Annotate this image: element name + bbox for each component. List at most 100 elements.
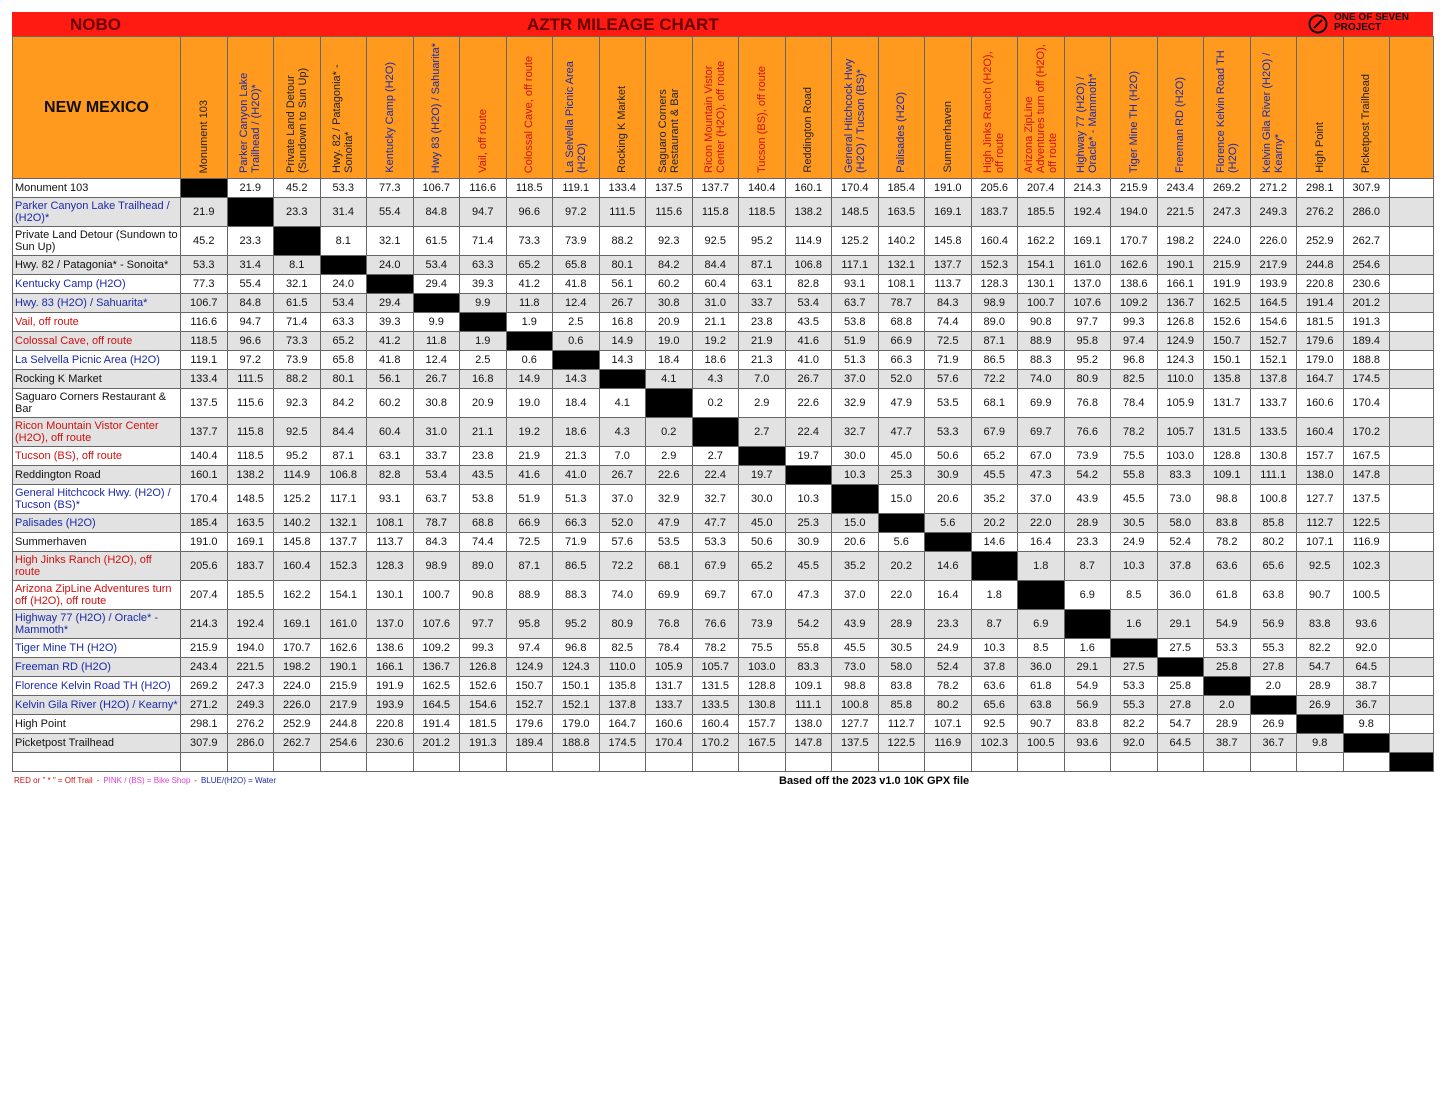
distance-cell: 53.4 (412, 465, 460, 485)
distance-cell: 189.4 (505, 733, 553, 753)
column-header: Kentucky Camp (H2O) (366, 36, 414, 179)
distance-cell: 45.2 (273, 178, 321, 198)
empty-cell (831, 752, 879, 772)
distance-cell: 4.3 (598, 417, 646, 447)
distance-cell: 51.9 (831, 331, 879, 351)
distance-cell: 37.0 (598, 484, 646, 514)
distance-cell: 132.1 (319, 513, 367, 533)
distance-cell: 87.1 (505, 551, 553, 581)
distance-cell: 150.1 (552, 676, 600, 696)
distance-cell: 21.3 (552, 446, 600, 466)
distance-cell: 4.3 (691, 369, 739, 389)
distance-cell: 140.2 (877, 226, 925, 256)
distance-cell: 73.9 (738, 609, 786, 639)
distance-cell: 41.2 (366, 331, 414, 351)
distance-cell: 95.2 (552, 609, 600, 639)
distance-cell: 111.5 (598, 197, 646, 227)
row-label: General Hitchcock Hwy. (H2O) / Tucson (B… (12, 484, 181, 514)
empty-cell (1389, 676, 1434, 696)
column-header: Highway 77 (H2O) / Oracle* - Mammoth* (1063, 36, 1111, 179)
sheet: NOBO AZTR MILEAGE CHART ONE OF SEVEN PRO… (12, 12, 1434, 796)
distance-cell: 63.3 (319, 312, 367, 332)
logo-line: ONE OF SEVEN (1333, 12, 1409, 23)
distance-cell: 6.9 (1017, 609, 1065, 639)
distance-cell: 83.3 (784, 657, 832, 677)
row-label: Kentucky Camp (H2O) (12, 274, 181, 294)
distance-cell: 74.0 (1017, 369, 1065, 389)
empty-cell (1342, 752, 1390, 772)
distance-cell: 183.7 (226, 551, 274, 581)
distance-cell: 60.2 (366, 388, 414, 418)
distance-cell: 116.6 (459, 178, 507, 198)
row: Kentucky Camp (H2O) 77.3 55.4 32.1 24.0 29.4 3… (12, 274, 1434, 294)
distance-cell: 5.6 (924, 513, 972, 533)
distance-cell: 14.3 (552, 369, 600, 389)
distance-cell: 102.3 (970, 733, 1018, 753)
distance-cell: 37.0 (831, 369, 879, 389)
row-label: Picketpost Trailhead (12, 733, 181, 753)
distance-cell: 119.1 (180, 350, 228, 370)
distance-cell: 262.7 (1342, 226, 1390, 256)
distance-cell: 45.5 (784, 551, 832, 581)
distance-cell: 100.7 (1017, 293, 1065, 313)
distance-cell: 138.6 (1110, 274, 1158, 294)
distance-cell: 78.7 (877, 293, 925, 313)
row-label: Vail, off route (12, 312, 181, 332)
distance-cell: 22.4 (691, 465, 739, 485)
distance-cell: 152.1 (552, 695, 600, 715)
distance-cell: 72.5 (924, 331, 972, 351)
legend-item: BLUE/(H2O) = Water (200, 776, 277, 785)
legend-item: - (96, 776, 100, 785)
distance-cell: 14.3 (598, 350, 646, 370)
distance-cell: 154.1 (1017, 255, 1065, 275)
distance-cell: 56.1 (598, 274, 646, 294)
distance-cell: 82.8 (366, 465, 414, 485)
distance-cell: 47.7 (877, 417, 925, 447)
row-label: Parker Canyon Lake Trailhead / (H2O)* (12, 197, 181, 227)
distance-cell: 138.2 (226, 465, 274, 485)
distance-cell: 1.8 (970, 580, 1018, 610)
column-header: Palisades (H2O) (877, 36, 925, 179)
row-label: Ricon Mountain Vistor Center (H2O), off … (12, 417, 181, 447)
empty-cell (1389, 312, 1434, 332)
distance-cell: 68.1 (970, 388, 1018, 418)
distance-cell: 29.1 (1063, 657, 1111, 677)
distance-cell: 74.0 (598, 580, 646, 610)
column-label: Private Land Detour (Sundown to Sun Up) (284, 67, 309, 173)
distance-cell: 22.6 (784, 388, 832, 418)
distance-cell: 95.8 (1063, 331, 1111, 351)
empty-cell (273, 752, 321, 772)
empty-cell (1389, 551, 1434, 581)
distance-cell: 90.7 (1296, 580, 1344, 610)
column-label: High Point (1313, 122, 1326, 173)
distance-cell: 114.9 (273, 465, 321, 485)
distance-cell: 41.0 (552, 465, 600, 485)
distance-cell: 140.4 (738, 178, 786, 198)
distance-cell: 113.7 (366, 532, 414, 552)
distance-cell: 7.0 (738, 369, 786, 389)
distance-cell: 20.9 (459, 388, 507, 418)
distance-cell: 74.4 (459, 532, 507, 552)
distance-cell: 23.8 (738, 312, 786, 332)
distance-cell: 89.0 (970, 312, 1018, 332)
distance-cell: 77.3 (366, 178, 414, 198)
empty-cell (1389, 369, 1434, 389)
distance-cell: 10.3 (784, 484, 832, 514)
distance-cell: 31.4 (226, 255, 274, 275)
distance-cell: 15.0 (831, 513, 879, 533)
distance-cell: 136.7 (412, 657, 460, 677)
distance-cell: 63.8 (1017, 695, 1065, 715)
title: AZTR MILEAGE CHART (527, 15, 719, 34)
distance-cell: 133.5 (1249, 417, 1297, 447)
distance-cell: 191.3 (459, 733, 507, 753)
distance-cell: 126.8 (1156, 312, 1204, 332)
distance-cell: 174.5 (598, 733, 646, 753)
distance-cell: 69.9 (1017, 388, 1065, 418)
row-label: Rocking K Market (12, 369, 181, 389)
distance-cell: 72.5 (505, 532, 553, 552)
column-label: High Jinks Ranch (H2O), off route (982, 51, 1007, 173)
distance-cell: 174.5 (1342, 369, 1390, 389)
empty-cell (1389, 226, 1434, 256)
distance-cell: 161.0 (319, 609, 367, 639)
distance-cell: 37.8 (970, 657, 1018, 677)
